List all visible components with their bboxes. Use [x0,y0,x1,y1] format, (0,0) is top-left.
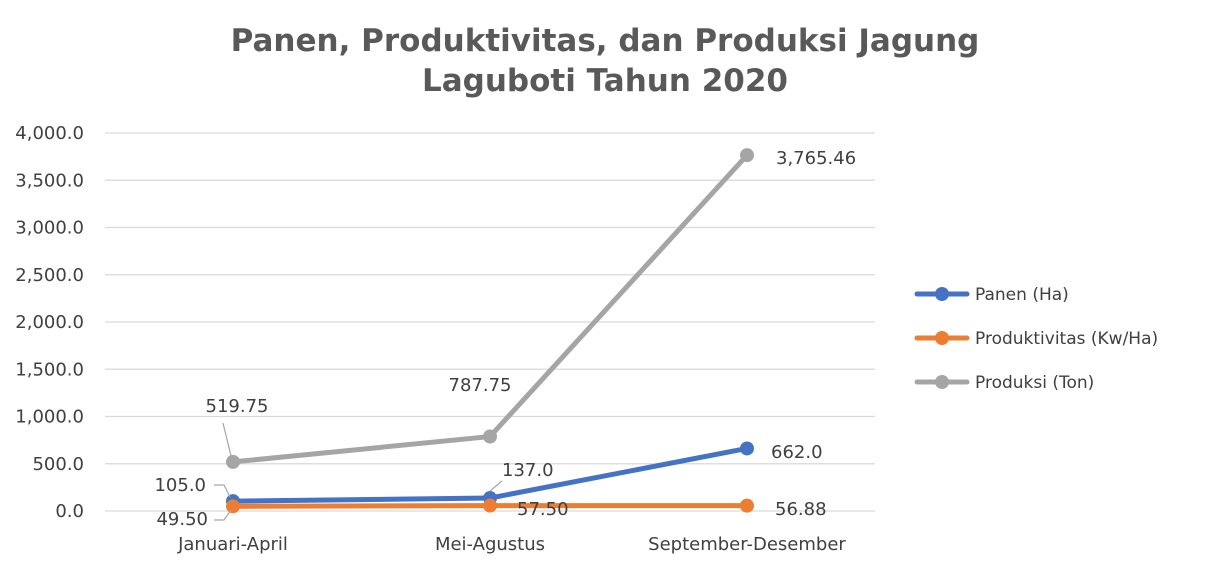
data-label: 56.88 [775,499,827,520]
data-label: 787.75 [449,375,512,396]
x-axis-ticks: Januari-April Mei-Agustus September-Desemb… [177,534,846,555]
y-tick-label: 0.0 [55,501,84,522]
data-point [226,454,240,469]
y-tick-label: 1,500.0 [15,359,84,380]
y-tick-label: 2,500.0 [15,265,84,286]
legend-swatch-marker [935,331,949,345]
leader-line [222,422,232,457]
data-label: 3,765.46 [776,148,856,169]
y-tick-label: 3,500.0 [15,170,84,191]
chart-title-line-1: Panen, Produktivitas, dan Produksi Jagun… [231,23,980,59]
data-point [483,498,497,513]
series-lines [226,148,754,514]
data-label: 57.50 [517,499,569,520]
data-point [740,148,754,163]
legend: Panen (Ha) Produktivitas (Kw/Ha) Produksi … [914,285,1158,393]
legend-swatch-marker [935,287,949,301]
data-point [740,498,754,513]
data-point [740,441,754,456]
data-point [483,429,497,444]
leader-line [214,484,231,498]
gridlines [105,132,875,512]
x-tick-label: September-Desember [648,534,846,555]
y-tick-label: 500.0 [32,454,84,475]
y-axis-ticks: 0.0 500.0 1,000.0 1,500.0 2,000.0 2,500.0 3,00… [15,123,84,522]
chart-title-line-2: Laguboti Tahun 2020 [422,63,788,99]
legend-label: Produksi (Ton) [975,373,1094,393]
leader-line [489,480,503,492]
data-label: 662.0 [771,442,823,463]
legend-label: Panen (Ha) [975,285,1069,305]
y-tick-label: 3,000.0 [15,218,84,239]
data-label: 105.0 [154,475,206,496]
data-label: 137.0 [502,460,554,481]
y-tick-label: 2,000.0 [15,312,84,333]
y-tick-label: 1,000.0 [15,407,84,428]
legend-swatch-marker [935,375,949,389]
leader-line [214,509,232,521]
x-tick-label: Mei-Agustus [435,534,545,555]
data-label: 519.75 [206,396,269,417]
data-label: 49.50 [156,509,208,530]
data-point [226,499,240,514]
data-labels: 105.0 137.0 662.0 49.50 57.50 56.88 519.75 787.… [154,148,856,530]
y-tick-label: 4,000.0 [15,123,84,144]
x-tick-label: Januari-April [177,534,288,555]
legend-label: Produktivitas (Kw/Ha) [975,329,1158,349]
